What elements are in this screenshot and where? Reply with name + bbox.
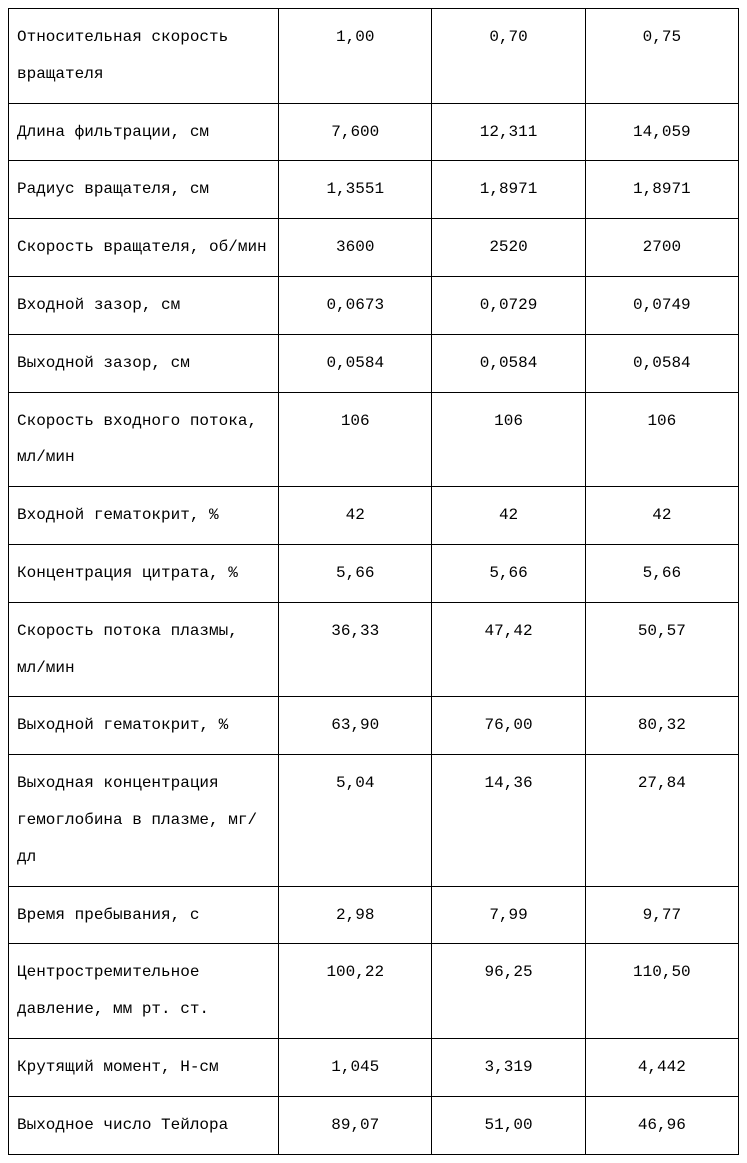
row-value-1: 3600 bbox=[279, 219, 432, 277]
row-value-3: 42 bbox=[585, 487, 738, 545]
row-value-3: 0,75 bbox=[585, 9, 738, 104]
table-row: Скорость входного потока, мл/мин 106 106… bbox=[9, 392, 739, 487]
table-row: Выходное число Тейлора 89,07 51,00 46,96 bbox=[9, 1096, 739, 1154]
row-label: Центростремительное давление, мм рт. ст. bbox=[9, 944, 279, 1039]
row-label: Радиус вращателя, см bbox=[9, 161, 279, 219]
row-value-3: 27,84 bbox=[585, 755, 738, 886]
row-value-2: 2520 bbox=[432, 219, 585, 277]
row-value-2: 14,36 bbox=[432, 755, 585, 886]
table-row: Скорость потока плазмы, мл/мин 36,33 47,… bbox=[9, 602, 739, 697]
table-row: Концентрация цитрата, % 5,66 5,66 5,66 bbox=[9, 544, 739, 602]
row-value-3: 5,66 bbox=[585, 544, 738, 602]
row-value-1: 36,33 bbox=[279, 602, 432, 697]
row-value-3: 46,96 bbox=[585, 1096, 738, 1154]
row-value-2: 12,311 bbox=[432, 103, 585, 161]
row-value-3: 9,77 bbox=[585, 886, 738, 944]
table-row: Крутящий момент, Н-см 1,045 3,319 4,442 bbox=[9, 1038, 739, 1096]
row-label: Время пребывания, с bbox=[9, 886, 279, 944]
table-row: Входной зазор, см 0,0673 0,0729 0,0749 bbox=[9, 276, 739, 334]
row-value-2: 1,8971 bbox=[432, 161, 585, 219]
table-row: Время пребывания, с 2,98 7,99 9,77 bbox=[9, 886, 739, 944]
row-value-1: 63,90 bbox=[279, 697, 432, 755]
row-label: Скорость входного потока, мл/мин bbox=[9, 392, 279, 487]
table-row: Длина фильтрации, см 7,600 12,311 14,059 bbox=[9, 103, 739, 161]
row-value-1: 1,3551 bbox=[279, 161, 432, 219]
row-label: Относительная скорость вращателя bbox=[9, 9, 279, 104]
row-label: Крутящий момент, Н-см bbox=[9, 1038, 279, 1096]
row-value-1: 5,04 bbox=[279, 755, 432, 886]
row-value-2: 42 bbox=[432, 487, 585, 545]
row-value-1: 0,0673 bbox=[279, 276, 432, 334]
row-value-1: 1,00 bbox=[279, 9, 432, 104]
row-value-2: 3,319 bbox=[432, 1038, 585, 1096]
row-value-3: 0,0749 bbox=[585, 276, 738, 334]
data-table: Относительная скорость вращателя 1,00 0,… bbox=[8, 8, 739, 1155]
row-label: Длина фильтрации, см bbox=[9, 103, 279, 161]
row-label: Концентрация цитрата, % bbox=[9, 544, 279, 602]
table-row: Радиус вращателя, см 1,3551 1,8971 1,897… bbox=[9, 161, 739, 219]
row-label: Выходное число Тейлора bbox=[9, 1096, 279, 1154]
row-value-3: 14,059 bbox=[585, 103, 738, 161]
row-value-2: 96,25 bbox=[432, 944, 585, 1039]
row-value-2: 0,70 bbox=[432, 9, 585, 104]
row-label: Скорость вращателя, об/мин bbox=[9, 219, 279, 277]
row-value-2: 106 bbox=[432, 392, 585, 487]
table-row: Выходной гематокрит, % 63,90 76,00 80,32 bbox=[9, 697, 739, 755]
row-label: Входной гематокрит, % bbox=[9, 487, 279, 545]
row-value-3: 110,50 bbox=[585, 944, 738, 1039]
table-row: Скорость вращателя, об/мин 3600 2520 270… bbox=[9, 219, 739, 277]
table-row: Выходной зазор, см 0,0584 0,0584 0,0584 bbox=[9, 334, 739, 392]
row-value-3: 80,32 bbox=[585, 697, 738, 755]
row-value-3: 4,442 bbox=[585, 1038, 738, 1096]
row-value-3: 1,8971 bbox=[585, 161, 738, 219]
row-label: Выходной зазор, см bbox=[9, 334, 279, 392]
row-value-3: 2700 bbox=[585, 219, 738, 277]
row-value-2: 51,00 bbox=[432, 1096, 585, 1154]
row-value-2: 76,00 bbox=[432, 697, 585, 755]
table-row: Относительная скорость вращателя 1,00 0,… bbox=[9, 9, 739, 104]
row-label: Скорость потока плазмы, мл/мин bbox=[9, 602, 279, 697]
row-value-1: 7,600 bbox=[279, 103, 432, 161]
row-value-1: 42 bbox=[279, 487, 432, 545]
row-value-2: 5,66 bbox=[432, 544, 585, 602]
row-value-1: 89,07 bbox=[279, 1096, 432, 1154]
table-row: Центростремительное давление, мм рт. ст.… bbox=[9, 944, 739, 1039]
row-value-3: 50,57 bbox=[585, 602, 738, 697]
row-value-3: 0,0584 bbox=[585, 334, 738, 392]
row-label: Выходная концентрация гемоглобина в плаз… bbox=[9, 755, 279, 886]
row-value-1: 0,0584 bbox=[279, 334, 432, 392]
row-value-1: 100,22 bbox=[279, 944, 432, 1039]
table-body: Относительная скорость вращателя 1,00 0,… bbox=[9, 9, 739, 1155]
row-value-2: 0,0584 bbox=[432, 334, 585, 392]
row-value-2: 47,42 bbox=[432, 602, 585, 697]
row-value-3: 106 bbox=[585, 392, 738, 487]
row-label: Входной зазор, см bbox=[9, 276, 279, 334]
row-value-1: 106 bbox=[279, 392, 432, 487]
row-value-1: 5,66 bbox=[279, 544, 432, 602]
row-value-2: 7,99 bbox=[432, 886, 585, 944]
table-row: Входной гематокрит, % 42 42 42 bbox=[9, 487, 739, 545]
row-value-1: 1,045 bbox=[279, 1038, 432, 1096]
row-label: Выходной гематокрит, % bbox=[9, 697, 279, 755]
row-value-2: 0,0729 bbox=[432, 276, 585, 334]
table-row: Выходная концентрация гемоглобина в плаз… bbox=[9, 755, 739, 886]
row-value-1: 2,98 bbox=[279, 886, 432, 944]
